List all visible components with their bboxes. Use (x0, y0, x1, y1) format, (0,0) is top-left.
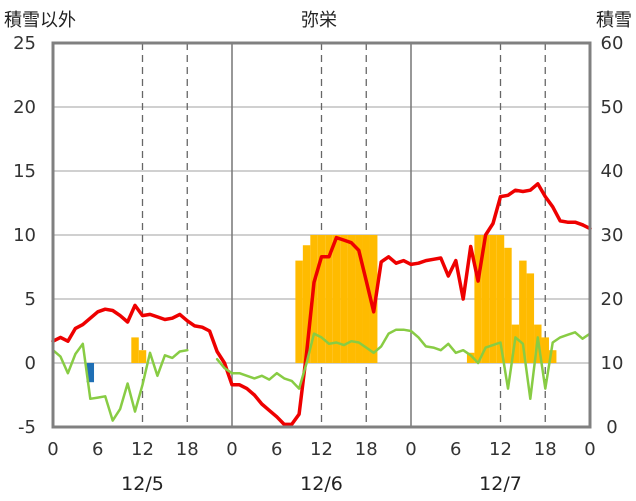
snowfall-bar (302, 245, 311, 363)
x-tick-label: 0 (47, 439, 58, 460)
snowfall-bar (548, 350, 557, 363)
left-tick-label: 15 (13, 161, 36, 182)
snowfall-bar (362, 235, 370, 363)
snowfall-bar (504, 247, 512, 363)
x-tick-label: 12 (489, 439, 512, 460)
x-tick-label: 6 (92, 439, 103, 460)
temperature-line (51, 182, 585, 427)
snowfall-bar (496, 235, 505, 363)
x-tick-label: 0 (226, 439, 237, 460)
right-tick-label: 50 (601, 97, 624, 118)
snowfall-bar (325, 235, 333, 363)
x-tick-label: 18 (534, 439, 557, 460)
precipitation-bar (86, 363, 95, 383)
snowfall-bar (340, 235, 348, 363)
snowfall-bar (131, 337, 139, 363)
left-tick-label: 0 (25, 353, 36, 374)
snowfall-bar (295, 260, 303, 363)
x-tick-label: 18 (355, 439, 378, 460)
x-tick-label: 18 (176, 439, 199, 460)
snowfall-bar (138, 350, 147, 363)
left-tick-label: 25 (13, 33, 36, 54)
x-tick-label: 0 (405, 439, 416, 460)
snowfall-bar (489, 235, 497, 363)
left-tick-label: 5 (25, 289, 36, 310)
plot-frame (51, 41, 592, 429)
left-tick-label: 10 (13, 225, 36, 246)
right-tick-label: 60 (601, 33, 624, 54)
date-label: 12/6 (300, 473, 343, 495)
right-axis-label: 積雪 (596, 10, 632, 31)
x-tick-label: 12 (131, 439, 154, 460)
x-tick-label: 12 (310, 439, 333, 460)
snowfall-bar (310, 235, 318, 363)
left-tick-label: 20 (13, 97, 36, 118)
date-label: 12/5 (121, 473, 164, 495)
x-tick-label: 0 (584, 439, 595, 460)
snowfall-bar (481, 235, 490, 363)
snowfall-bar (474, 235, 482, 363)
snowfall-bar (355, 235, 363, 363)
snowfall-bar (347, 235, 356, 363)
date-label: 12/7 (479, 473, 522, 495)
right-tick-label: 30 (601, 225, 624, 246)
dewpoint_2-line (215, 328, 592, 401)
snowfall-bar (369, 235, 378, 363)
right-tick-label: 40 (601, 161, 624, 182)
snowfall-bar (541, 337, 549, 363)
x-tick-label: 6 (450, 439, 461, 460)
left-tick-label: -5 (18, 417, 36, 438)
snowfall-bar (466, 352, 475, 363)
x-tick-label: 6 (271, 439, 282, 460)
chart-title: 弥栄 (301, 10, 337, 31)
snowfall-bar (332, 235, 341, 363)
snowfall-bar (317, 235, 326, 363)
right-tick-label: 0 (606, 417, 617, 438)
dewpoint-line (51, 342, 189, 422)
left-axis-label: 積雪以外 (4, 10, 76, 31)
right-tick-label: 10 (601, 353, 624, 374)
snowfall-bar (519, 260, 527, 363)
snowfall-bar (526, 273, 535, 363)
right-tick-label: 20 (601, 289, 624, 310)
